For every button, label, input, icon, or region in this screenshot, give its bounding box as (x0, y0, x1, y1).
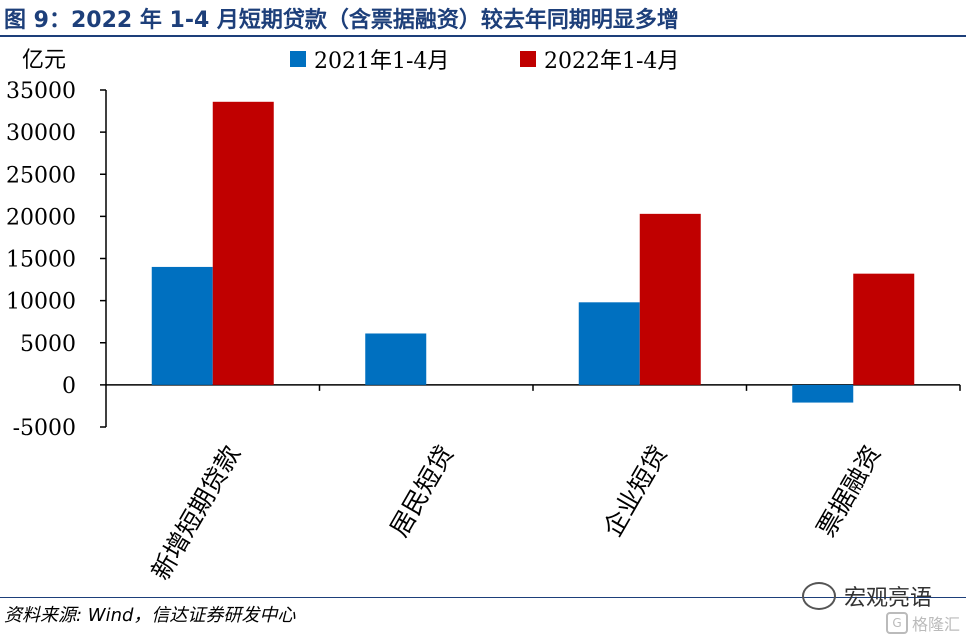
y-tick-label: 35000 (6, 79, 76, 104)
bar-2021 (151, 266, 213, 385)
source-note: 资料来源: Wind，信达证券研发中心 (4, 605, 296, 626)
x-category-label: 居民短贷 (384, 441, 459, 542)
x-category-label: 新增短期贷款 (146, 441, 246, 585)
chart-title: 图 9：2022 年 1-4 月短期贷款（含票据融资）较去年同期明显多增 (4, 8, 679, 33)
bar-2022 (639, 213, 701, 385)
legend-label-2022: 2022年1-4月 (544, 49, 680, 74)
x-category-label: 票据融资 (811, 441, 886, 542)
y-tick-label: 5000 (20, 332, 76, 357)
y-tick-label: 0 (62, 374, 76, 399)
brand-name: 宏观亮语 (844, 586, 933, 611)
y-tick-label: 15000 (6, 248, 76, 273)
footer-rule (0, 597, 966, 598)
watermark: G 格隆汇 (885, 611, 960, 635)
watermark-text: 格隆汇 (911, 615, 960, 634)
y-tick-label: 30000 (6, 121, 76, 146)
y-unit-label: 亿元 (22, 48, 67, 73)
bar-2021 (578, 302, 640, 385)
wechat-icon (802, 582, 836, 610)
bar-2021 (365, 333, 427, 385)
legend-label-2021: 2021年1-4月 (314, 49, 450, 74)
legend-item-2022: 2022年1-4月 (520, 43, 679, 75)
x-category-label: 企业短贷 (598, 441, 673, 542)
legend-item-2021: 2021年1-4月 (290, 43, 449, 75)
y-tick-label: 20000 (6, 205, 76, 230)
title-rule (0, 35, 966, 37)
bar-2021 (792, 384, 854, 403)
y-tick-label: -5000 (13, 416, 76, 441)
legend-swatch-2022 (520, 51, 536, 67)
y-tick-label: 10000 (6, 290, 76, 315)
bar-2022 (212, 101, 274, 385)
bar-2022 (853, 273, 915, 385)
legend-swatch-2021 (290, 51, 306, 67)
gelonghui-logo-icon: G (885, 612, 908, 634)
y-tick-label: 25000 (6, 163, 76, 188)
brand-badge: 宏观亮语 (802, 580, 932, 612)
